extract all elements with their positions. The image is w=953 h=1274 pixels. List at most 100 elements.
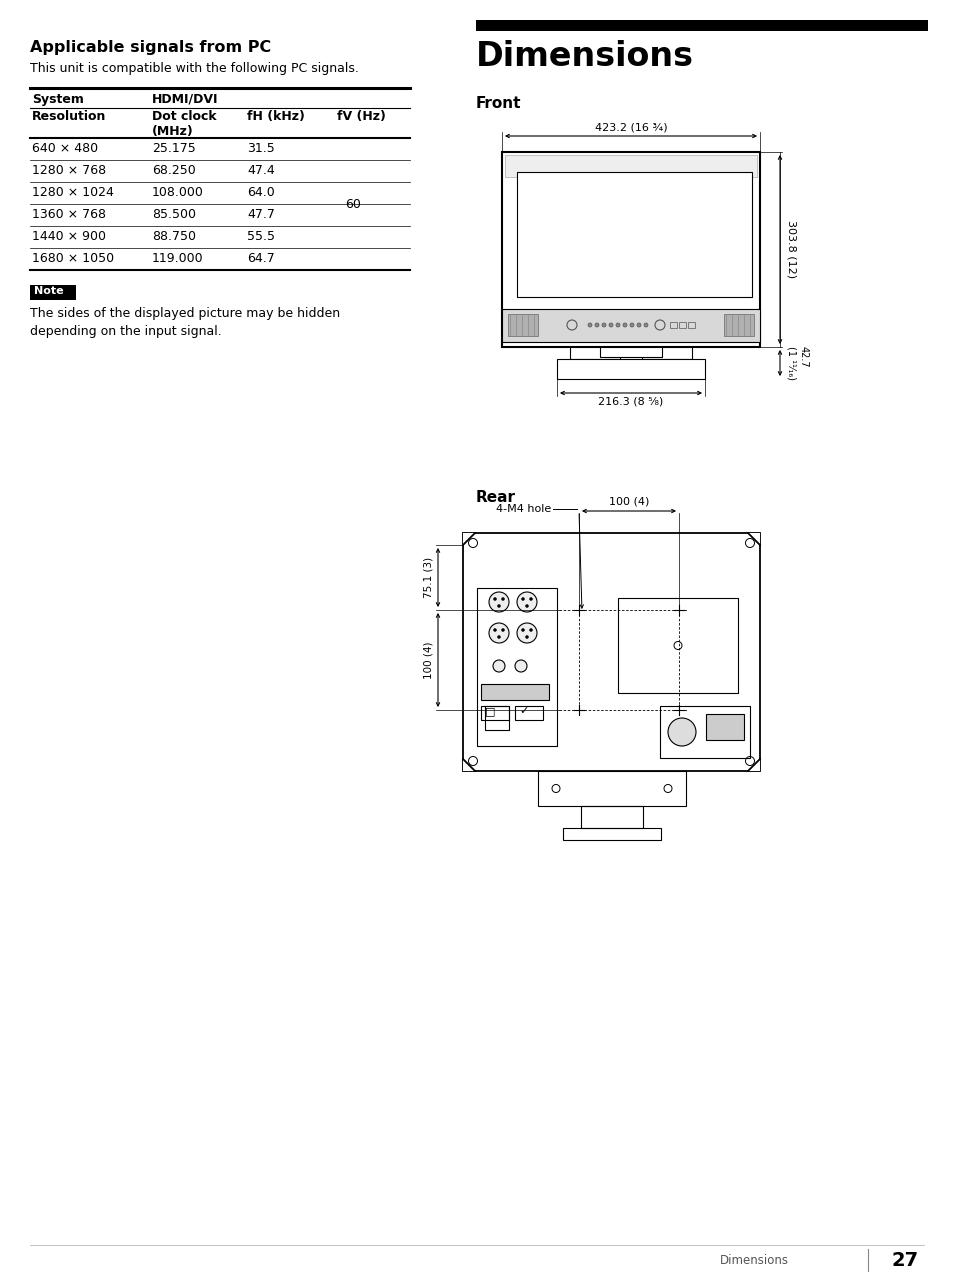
Circle shape (468, 539, 477, 548)
Text: 64.7: 64.7 (247, 252, 274, 265)
Circle shape (643, 324, 647, 327)
Circle shape (517, 623, 537, 643)
Bar (515, 706, 542, 720)
Bar (723, 313, 753, 336)
Text: 1280 × 768: 1280 × 768 (32, 164, 106, 177)
Bar (569, 347, 619, 359)
Bar (480, 684, 548, 699)
Text: 75.1 (3): 75.1 (3) (423, 557, 434, 598)
Text: 1360 × 768: 1360 × 768 (32, 208, 106, 220)
Bar (504, 155, 757, 177)
Circle shape (515, 660, 526, 671)
Polygon shape (747, 759, 760, 771)
Polygon shape (462, 759, 475, 771)
Circle shape (667, 719, 696, 747)
Circle shape (525, 636, 528, 638)
Text: Applicable signals from PC: Applicable signals from PC (30, 39, 271, 55)
Bar (669, 322, 677, 327)
Text: 1680 × 1050: 1680 × 1050 (32, 252, 114, 265)
Circle shape (493, 628, 496, 632)
Text: 42.7
(1 ¹¹⁄₁₆): 42.7 (1 ¹¹⁄₁₆) (786, 347, 808, 380)
Polygon shape (462, 533, 475, 545)
Circle shape (608, 324, 613, 327)
Text: This unit is compatible with the following PC signals.: This unit is compatible with the followi… (30, 62, 358, 75)
Circle shape (529, 628, 532, 632)
Text: HDMI/DVI: HDMI/DVI (152, 93, 218, 106)
Text: fH (kHz): fH (kHz) (247, 110, 305, 124)
Circle shape (501, 598, 504, 600)
Bar (501, 152, 760, 347)
Circle shape (489, 623, 509, 643)
Circle shape (552, 785, 559, 792)
Text: Dimensions: Dimensions (476, 39, 693, 73)
Bar (462, 533, 760, 771)
Bar (557, 359, 704, 378)
Text: 100 (4): 100 (4) (423, 641, 434, 679)
Bar (484, 706, 509, 730)
Circle shape (497, 636, 500, 638)
Bar (537, 771, 685, 806)
Text: 27: 27 (891, 1251, 918, 1269)
Circle shape (468, 757, 477, 766)
Bar (480, 706, 509, 720)
Text: 1280 × 1024: 1280 × 1024 (32, 186, 113, 199)
Text: Resolution: Resolution (32, 110, 107, 124)
Circle shape (521, 628, 524, 632)
Text: Rear: Rear (476, 490, 516, 505)
Circle shape (616, 324, 619, 327)
Text: Note: Note (34, 285, 64, 296)
Bar (641, 347, 691, 359)
Text: 64.0: 64.0 (247, 186, 274, 199)
Text: Front: Front (476, 96, 521, 111)
Text: 55.5: 55.5 (247, 231, 274, 243)
Circle shape (529, 598, 532, 600)
Circle shape (525, 604, 528, 608)
Text: 25.175: 25.175 (152, 141, 195, 155)
Circle shape (493, 660, 504, 671)
Text: 60: 60 (345, 197, 360, 210)
Bar (679, 322, 685, 327)
Circle shape (601, 324, 605, 327)
Text: Dot clock
(MHz): Dot clock (MHz) (152, 110, 216, 138)
Circle shape (629, 324, 634, 327)
Circle shape (744, 757, 754, 766)
Circle shape (517, 592, 537, 612)
Text: 119.000: 119.000 (152, 252, 203, 265)
Bar (507, 313, 537, 336)
Bar (659, 706, 749, 758)
Circle shape (663, 785, 671, 792)
Circle shape (501, 628, 504, 632)
Text: □: □ (484, 706, 495, 716)
Circle shape (521, 598, 524, 600)
Circle shape (744, 539, 754, 548)
Text: fV (Hz): fV (Hz) (336, 110, 385, 124)
Text: ✓: ✓ (518, 706, 528, 716)
Text: 303.8 (12): 303.8 (12) (786, 220, 796, 279)
Text: 47.7: 47.7 (247, 208, 274, 220)
Text: 108.000: 108.000 (152, 186, 204, 199)
Bar (30, 285, 76, 299)
Bar (705, 713, 743, 740)
Text: 423.2 (16 ¾): 423.2 (16 ¾) (594, 122, 666, 132)
Text: 1440 × 900: 1440 × 900 (32, 231, 106, 243)
Circle shape (622, 324, 626, 327)
Circle shape (595, 324, 598, 327)
Bar (562, 828, 660, 840)
Text: The sides of the displayed picture may be hidden
depending on the input signal.: The sides of the displayed picture may b… (30, 307, 340, 338)
Text: 100 (4): 100 (4) (608, 497, 648, 507)
Circle shape (489, 592, 509, 612)
Text: Dimensions: Dimensions (720, 1254, 788, 1266)
Bar (580, 806, 642, 828)
Bar (476, 20, 927, 31)
Circle shape (497, 604, 500, 608)
Bar (599, 347, 661, 357)
Text: 85.500: 85.500 (152, 208, 195, 220)
Bar (687, 322, 695, 327)
Text: 640 × 480: 640 × 480 (32, 141, 98, 155)
Bar (501, 310, 760, 341)
Circle shape (673, 642, 681, 650)
Circle shape (493, 598, 496, 600)
Text: 31.5: 31.5 (247, 141, 274, 155)
Text: 47.4: 47.4 (247, 164, 274, 177)
Bar (517, 172, 751, 297)
